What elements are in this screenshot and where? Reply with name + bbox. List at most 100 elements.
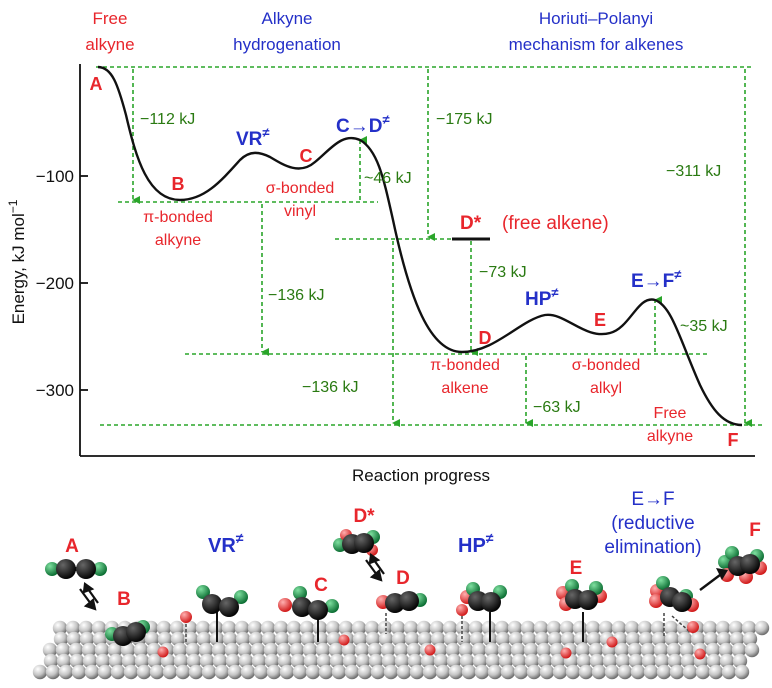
- surface-atom: [497, 642, 513, 658]
- surface-atom: [729, 631, 745, 647]
- header-free-alkyne-line2: alkyne: [85, 35, 134, 54]
- surface-atom: [378, 631, 394, 647]
- surface-atom: [560, 631, 576, 647]
- surface-atom: [248, 631, 264, 647]
- surface-atom: [108, 653, 124, 669]
- surface-atom: [754, 620, 770, 636]
- state-label-D: D: [479, 328, 492, 348]
- surface-atom: [602, 653, 618, 669]
- surface-atom: [667, 653, 683, 669]
- surface-atom: [598, 620, 614, 636]
- surface-atom: [42, 642, 58, 658]
- surface-atom: [404, 631, 420, 647]
- energy-m175: −175 kJ: [436, 111, 492, 128]
- surface-atom: [643, 664, 659, 680]
- header-horiuti-line2: mechanism for alkenes: [509, 35, 684, 54]
- surface-atom: [276, 642, 292, 658]
- surface-atom: [547, 631, 563, 647]
- molecule-A: [45, 559, 107, 579]
- surface-atom: [312, 620, 328, 636]
- surface-atom: [741, 620, 757, 636]
- surface-atom: [721, 664, 737, 680]
- surface-atom: [43, 653, 59, 669]
- surface-atom: [234, 620, 250, 636]
- surface-atom: [195, 620, 211, 636]
- surface-atom: [292, 664, 308, 680]
- surface-atom: [417, 631, 433, 647]
- surface-atom: [144, 631, 160, 647]
- surface-atom: [279, 664, 295, 680]
- surface-atom: [237, 642, 253, 658]
- surface-atom: [524, 653, 540, 669]
- bottom-label-D: D: [396, 568, 410, 589]
- surface-hydrogen-atom: [694, 648, 706, 660]
- surface-atom: [407, 653, 423, 669]
- energy-a35: ~35 kJ: [680, 318, 728, 335]
- surface-atom: [430, 631, 446, 647]
- surface-atom: [461, 664, 477, 680]
- surface-atom: [443, 631, 459, 647]
- surface-atom: [615, 653, 631, 669]
- surface-atom: [56, 653, 72, 669]
- surface-atom: [121, 653, 137, 669]
- surface-atom: [221, 620, 237, 636]
- surface-atom: [58, 664, 74, 680]
- surface-atom: [521, 631, 537, 647]
- surface-atom: [235, 631, 251, 647]
- surface-atom: [742, 631, 758, 647]
- surface-atom: [261, 631, 277, 647]
- desorption-arrow-F: [699, 568, 728, 591]
- note-sigma-vinyl-line2: vinyl: [284, 203, 316, 220]
- energy-m112: −112 kJ: [140, 111, 195, 128]
- surface-atom: [627, 642, 643, 658]
- surface-atom: [227, 664, 243, 680]
- surface-atom: [471, 642, 487, 658]
- surface-atom: [680, 653, 696, 669]
- surface-atom: [666, 642, 682, 658]
- surface-atom: [433, 653, 449, 669]
- surface-atom: [84, 664, 100, 680]
- state-label-E-to-F: E→F≠: [631, 267, 681, 292]
- surface-atom: [456, 631, 472, 647]
- energy-m311: −311 kJ: [666, 163, 721, 180]
- surface-atom: [715, 620, 731, 636]
- surface-atom: [393, 642, 409, 658]
- molecule-B: [105, 620, 150, 646]
- surface-atom: [534, 631, 550, 647]
- surface-atom: [299, 620, 315, 636]
- surface-atom: [487, 664, 503, 680]
- surface-atom: [495, 631, 511, 647]
- surface-atom: [273, 620, 289, 636]
- surface-atom: [653, 642, 669, 658]
- surface-atom: [341, 642, 357, 658]
- surface-atom: [107, 642, 123, 658]
- surface-atom: [120, 642, 136, 658]
- surface-atom: [624, 620, 640, 636]
- energy-m136a: −136 kJ: [268, 287, 324, 304]
- surface-atom: [328, 642, 344, 658]
- surface-atom: [32, 664, 48, 680]
- surface-atom: [302, 642, 318, 658]
- surface-atom: [537, 653, 553, 669]
- surface-atom: [702, 620, 718, 636]
- surface-atom: [394, 653, 410, 669]
- surface-atom: [533, 620, 549, 636]
- surface-atom: [260, 620, 276, 636]
- bottom-label-B: B: [117, 589, 131, 610]
- surface-atom: [695, 664, 711, 680]
- surface-atom: [305, 664, 321, 680]
- bottom-label-VR: VR≠: [208, 530, 244, 557]
- state-label-E: E: [594, 310, 606, 330]
- surface-atom: [315, 642, 331, 658]
- energy-m73: −73 kJ: [479, 264, 527, 281]
- surface-atom: [52, 620, 68, 636]
- surface-atom: [416, 620, 432, 636]
- surface-atom: [201, 664, 217, 680]
- header-free-alkyne: Free alkyne: [85, 9, 134, 54]
- surface-atom: [565, 664, 581, 680]
- surface-atom: [638, 631, 654, 647]
- surface-atom: [420, 653, 436, 669]
- surface-atom: [498, 653, 514, 669]
- surface-atom: [511, 653, 527, 669]
- note-free-alkyne-end-line2: alkyne: [647, 428, 693, 445]
